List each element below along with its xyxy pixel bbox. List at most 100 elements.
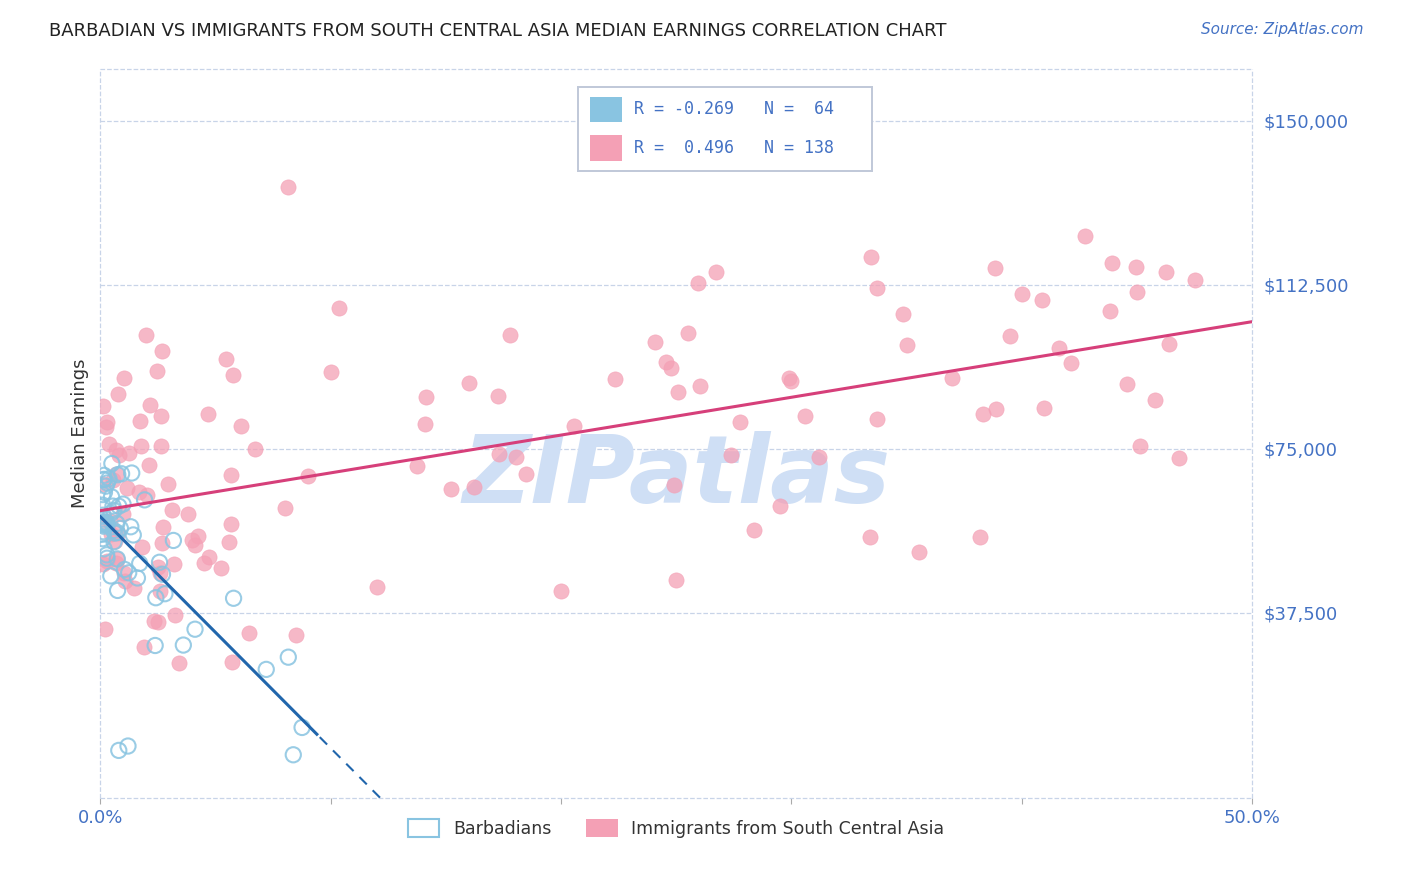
- Point: [291, 721, 314, 735]
- Point: [665, 573, 688, 587]
- Point: [91, 487, 114, 501]
- Point: [105, 552, 128, 566]
- Point: [127, 571, 149, 585]
- Point: [157, 477, 180, 491]
- Point: [112, 371, 135, 385]
- Point: [91, 527, 114, 541]
- Text: Source: ZipAtlas.com: Source: ZipAtlas.com: [1201, 22, 1364, 37]
- Point: [193, 557, 215, 571]
- Point: [103, 534, 125, 549]
- Point: [93, 524, 115, 539]
- Point: [515, 467, 537, 481]
- Point: [143, 639, 166, 653]
- Point: [128, 557, 150, 571]
- Point: [172, 638, 194, 652]
- Point: [132, 640, 155, 654]
- Point: [118, 446, 141, 460]
- Point: [254, 662, 277, 676]
- Point: [655, 355, 678, 369]
- Point: [93, 485, 115, 500]
- Point: [91, 399, 114, 413]
- Point: [112, 566, 135, 580]
- Y-axis label: Median Earnings: Median Earnings: [72, 359, 89, 508]
- Point: [146, 364, 169, 378]
- Point: [221, 516, 243, 531]
- Point: [91, 517, 114, 532]
- Point: [458, 376, 481, 391]
- Point: [222, 368, 245, 382]
- Point: [1144, 392, 1167, 407]
- Point: [94, 622, 117, 636]
- Point: [91, 476, 114, 491]
- Point: [488, 447, 510, 461]
- Point: [1159, 337, 1181, 351]
- Point: [1115, 377, 1137, 392]
- Legend: Barbadians, Immigrants from South Central Asia: Barbadians, Immigrants from South Centra…: [401, 812, 952, 845]
- Point: [105, 443, 128, 458]
- Point: [107, 467, 129, 482]
- Point: [103, 524, 125, 538]
- Point: [134, 492, 156, 507]
- Point: [162, 533, 184, 548]
- Point: [96, 516, 118, 530]
- Point: [94, 514, 117, 528]
- Point: [111, 507, 134, 521]
- Point: [1125, 260, 1147, 274]
- Point: [688, 276, 710, 290]
- Point: [415, 390, 437, 404]
- Point: [117, 739, 139, 753]
- Point: [100, 507, 122, 521]
- Point: [148, 583, 170, 598]
- Point: [110, 521, 132, 535]
- Point: [150, 438, 173, 452]
- Point: [91, 516, 114, 531]
- Point: [107, 499, 129, 513]
- Point: [121, 466, 143, 480]
- Point: [891, 307, 914, 321]
- Point: [104, 533, 127, 548]
- Point: [107, 743, 129, 757]
- Point: [659, 361, 682, 376]
- Point: [96, 554, 118, 568]
- Point: [115, 482, 138, 496]
- Point: [145, 591, 167, 605]
- Point: [562, 419, 585, 434]
- Point: [197, 407, 219, 421]
- Point: [129, 414, 152, 428]
- Point: [96, 548, 118, 562]
- Point: [101, 473, 124, 487]
- Point: [187, 529, 209, 543]
- Point: [550, 584, 572, 599]
- Point: [221, 655, 243, 669]
- Point: [93, 519, 115, 533]
- Point: [118, 566, 141, 580]
- Point: [896, 338, 918, 352]
- Point: [676, 326, 699, 340]
- Point: [1011, 286, 1033, 301]
- Point: [1047, 341, 1070, 355]
- Point: [972, 407, 994, 421]
- Point: [860, 250, 883, 264]
- Point: [131, 541, 153, 555]
- Point: [100, 569, 122, 583]
- Point: [662, 477, 685, 491]
- Point: [91, 532, 114, 546]
- Point: [1059, 355, 1081, 369]
- Point: [152, 536, 174, 550]
- Point: [666, 384, 689, 399]
- Point: [98, 472, 121, 486]
- Point: [283, 747, 305, 762]
- Point: [152, 567, 174, 582]
- Point: [129, 439, 152, 453]
- Point: [143, 614, 166, 628]
- Text: BARBADIAN VS IMMIGRANTS FROM SOUTH CENTRAL ASIA MEDIAN EARNINGS CORRELATION CHAR: BARBADIAN VS IMMIGRANTS FROM SOUTH CENTR…: [49, 22, 946, 40]
- Point: [794, 409, 817, 423]
- Point: [107, 526, 129, 541]
- Point: [149, 409, 172, 424]
- Point: [120, 520, 142, 534]
- Point: [150, 343, 173, 358]
- Point: [153, 587, 176, 601]
- Point: [859, 530, 882, 544]
- Point: [644, 334, 666, 349]
- Point: [273, 501, 295, 516]
